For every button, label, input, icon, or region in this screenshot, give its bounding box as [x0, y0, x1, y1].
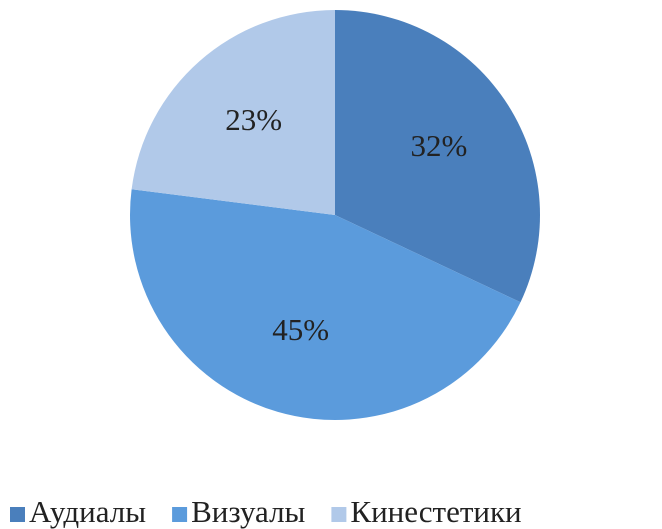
legend-label: Аудиалы [29, 494, 146, 529]
legend-swatch [10, 507, 25, 522]
legend-swatch [172, 507, 188, 522]
legend-label: Визуалы [191, 494, 305, 529]
pie-slice [129, 189, 521, 421]
data-label: 45% [272, 312, 329, 347]
data-label: 32% [410, 128, 467, 163]
pie-slice [131, 10, 335, 215]
pie-slice [335, 10, 541, 303]
legend-label: Кинестетики [350, 494, 521, 529]
legend-swatch [331, 507, 347, 522]
data-label: 23% [225, 102, 282, 137]
